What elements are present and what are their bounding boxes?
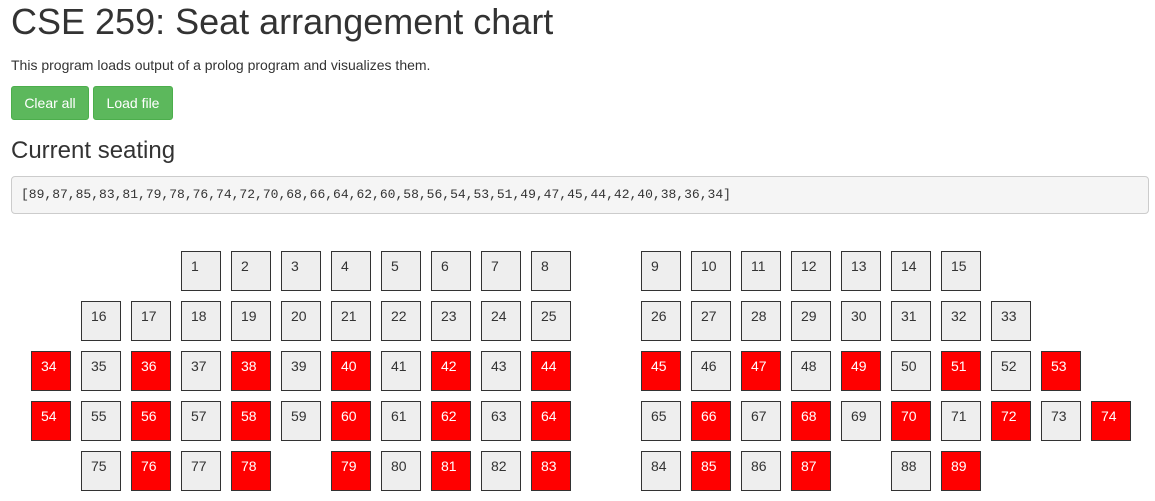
- seat-64[interactable]: 64: [531, 401, 571, 441]
- seat-12[interactable]: 12: [791, 251, 831, 291]
- seat-54[interactable]: 54: [31, 401, 71, 441]
- seat-45[interactable]: 45: [641, 351, 681, 391]
- seat-11[interactable]: 11: [741, 251, 781, 291]
- seat-36[interactable]: 36: [131, 351, 171, 391]
- seat-72[interactable]: 72: [991, 401, 1031, 441]
- seat-25[interactable]: 25: [531, 301, 571, 341]
- seat-83[interactable]: 83: [531, 451, 571, 491]
- seat-48[interactable]: 48: [791, 351, 831, 391]
- seat-78[interactable]: 78: [231, 451, 271, 491]
- seat-77[interactable]: 77: [181, 451, 221, 491]
- seat-46[interactable]: 46: [691, 351, 731, 391]
- seat-49[interactable]: 49: [841, 351, 881, 391]
- seat-9[interactable]: 9: [641, 251, 681, 291]
- seat-8[interactable]: 8: [531, 251, 571, 291]
- clear-all-button[interactable]: Clear all: [11, 86, 89, 120]
- seat-35[interactable]: 35: [81, 351, 121, 391]
- seat-66[interactable]: 66: [691, 401, 731, 441]
- seat-88[interactable]: 88: [891, 451, 931, 491]
- seat-6[interactable]: 6: [431, 251, 471, 291]
- seat-21[interactable]: 21: [331, 301, 371, 341]
- page-description: This program loads output of a prolog pr…: [11, 57, 431, 73]
- seat-39[interactable]: 39: [281, 351, 321, 391]
- seat-82[interactable]: 82: [481, 451, 521, 491]
- seat-50[interactable]: 50: [891, 351, 931, 391]
- seat-1[interactable]: 1: [181, 251, 221, 291]
- seat-13[interactable]: 13: [841, 251, 881, 291]
- seat-56[interactable]: 56: [131, 401, 171, 441]
- seat-30[interactable]: 30: [841, 301, 881, 341]
- seat-76[interactable]: 76: [131, 451, 171, 491]
- seat-43[interactable]: 43: [481, 351, 521, 391]
- seat-51[interactable]: 51: [941, 351, 981, 391]
- seat-89[interactable]: 89: [941, 451, 981, 491]
- seat-69[interactable]: 69: [841, 401, 881, 441]
- seat-34[interactable]: 34: [31, 351, 71, 391]
- seat-28[interactable]: 28: [741, 301, 781, 341]
- seat-22[interactable]: 22: [381, 301, 421, 341]
- seat-86[interactable]: 86: [741, 451, 781, 491]
- seat-85[interactable]: 85: [691, 451, 731, 491]
- seat-67[interactable]: 67: [741, 401, 781, 441]
- seat-81[interactable]: 81: [431, 451, 471, 491]
- seat-4[interactable]: 4: [331, 251, 371, 291]
- seat-75[interactable]: 75: [81, 451, 121, 491]
- seat-47[interactable]: 47: [741, 351, 781, 391]
- seat-18[interactable]: 18: [181, 301, 221, 341]
- seat-10[interactable]: 10: [691, 251, 731, 291]
- seat-31[interactable]: 31: [891, 301, 931, 341]
- seat-32[interactable]: 32: [941, 301, 981, 341]
- seat-53[interactable]: 53: [1041, 351, 1081, 391]
- seat-68[interactable]: 68: [791, 401, 831, 441]
- seat-27[interactable]: 27: [691, 301, 731, 341]
- seat-59[interactable]: 59: [281, 401, 321, 441]
- seat-5[interactable]: 5: [381, 251, 421, 291]
- seat-23[interactable]: 23: [431, 301, 471, 341]
- seating-output: [89,87,85,83,81,79,78,76,74,72,70,68,66,…: [11, 176, 1149, 214]
- seat-44[interactable]: 44: [531, 351, 571, 391]
- seat-19[interactable]: 19: [231, 301, 271, 341]
- seat-74[interactable]: 74: [1091, 401, 1131, 441]
- seat-58[interactable]: 58: [231, 401, 271, 441]
- seat-3[interactable]: 3: [281, 251, 321, 291]
- seat-2[interactable]: 2: [231, 251, 271, 291]
- seat-38[interactable]: 38: [231, 351, 271, 391]
- page-title: CSE 259: Seat arrangement chart: [11, 1, 554, 42]
- seat-57[interactable]: 57: [181, 401, 221, 441]
- seat-62[interactable]: 62: [431, 401, 471, 441]
- seat-29[interactable]: 29: [791, 301, 831, 341]
- seat-16[interactable]: 16: [81, 301, 121, 341]
- seat-26[interactable]: 26: [641, 301, 681, 341]
- section-title: Current seating: [11, 137, 176, 164]
- seat-84[interactable]: 84: [641, 451, 681, 491]
- seat-20[interactable]: 20: [281, 301, 321, 341]
- seat-70[interactable]: 70: [891, 401, 931, 441]
- seat-71[interactable]: 71: [941, 401, 981, 441]
- seat-15[interactable]: 15: [941, 251, 981, 291]
- seat-33[interactable]: 33: [991, 301, 1031, 341]
- seat-41[interactable]: 41: [381, 351, 421, 391]
- seat-14[interactable]: 14: [891, 251, 931, 291]
- seat-80[interactable]: 80: [381, 451, 421, 491]
- seat-7[interactable]: 7: [481, 251, 521, 291]
- seat-42[interactable]: 42: [431, 351, 471, 391]
- load-file-button[interactable]: Load file: [93, 86, 173, 120]
- seat-65[interactable]: 65: [641, 401, 681, 441]
- seat-61[interactable]: 61: [381, 401, 421, 441]
- seat-55[interactable]: 55: [81, 401, 121, 441]
- seat-24[interactable]: 24: [481, 301, 521, 341]
- seat-17[interactable]: 17: [131, 301, 171, 341]
- seat-87[interactable]: 87: [791, 451, 831, 491]
- seat-52[interactable]: 52: [991, 351, 1031, 391]
- seat-60[interactable]: 60: [331, 401, 371, 441]
- seat-79[interactable]: 79: [331, 451, 371, 491]
- seat-73[interactable]: 73: [1041, 401, 1081, 441]
- seat-37[interactable]: 37: [181, 351, 221, 391]
- seat-40[interactable]: 40: [331, 351, 371, 391]
- seat-63[interactable]: 63: [481, 401, 521, 441]
